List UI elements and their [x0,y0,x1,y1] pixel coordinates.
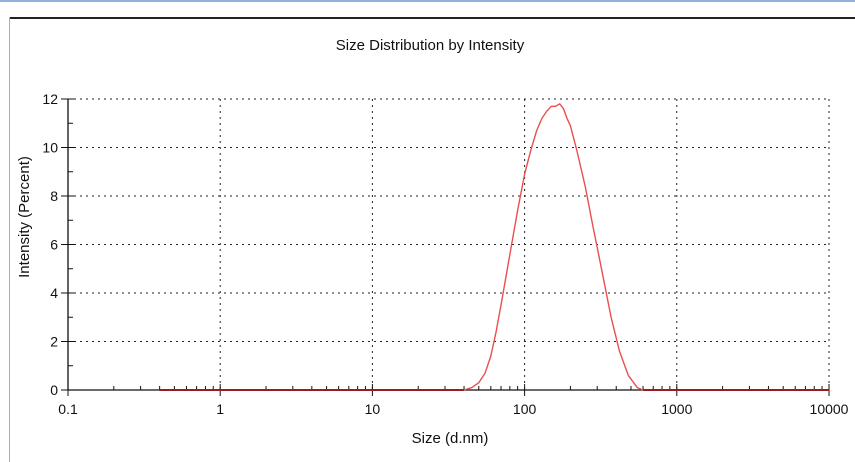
x-tick-label: 1 [216,401,224,417]
x-tick-label: 10 [365,401,381,417]
y-axis-label: Intensity (Percent) [16,156,33,278]
chart-top-border [10,17,855,19]
y-tick-label: 8 [50,188,58,204]
series [159,103,829,391]
x-tick-label: 10000 [810,401,849,417]
y-tick-label: 10 [42,140,58,156]
chart-title: Size Distribution by Intensity [335,37,525,54]
series-line-intensity [463,103,644,391]
left-divider [9,17,10,462]
x-tick-label: 100 [513,401,537,417]
grid-lines [68,98,830,390]
x-axis-label: Size (d.nm) [411,430,489,447]
y-tick-label: 4 [50,285,58,301]
x-tick-label: 0.1 [58,401,78,417]
axis-ticks [61,98,830,396]
x-tick-label: 1000 [661,401,692,417]
y-tick-label: 12 [42,91,58,107]
y-tick-label: 0 [50,382,58,398]
y-tick-label: 6 [50,237,58,253]
top-divider [0,0,855,2]
y-tick-label: 2 [50,334,58,350]
tick-labels: 0 2 4 6 8 10 12 0.1 1 10 100 1000 10000 [42,91,848,417]
